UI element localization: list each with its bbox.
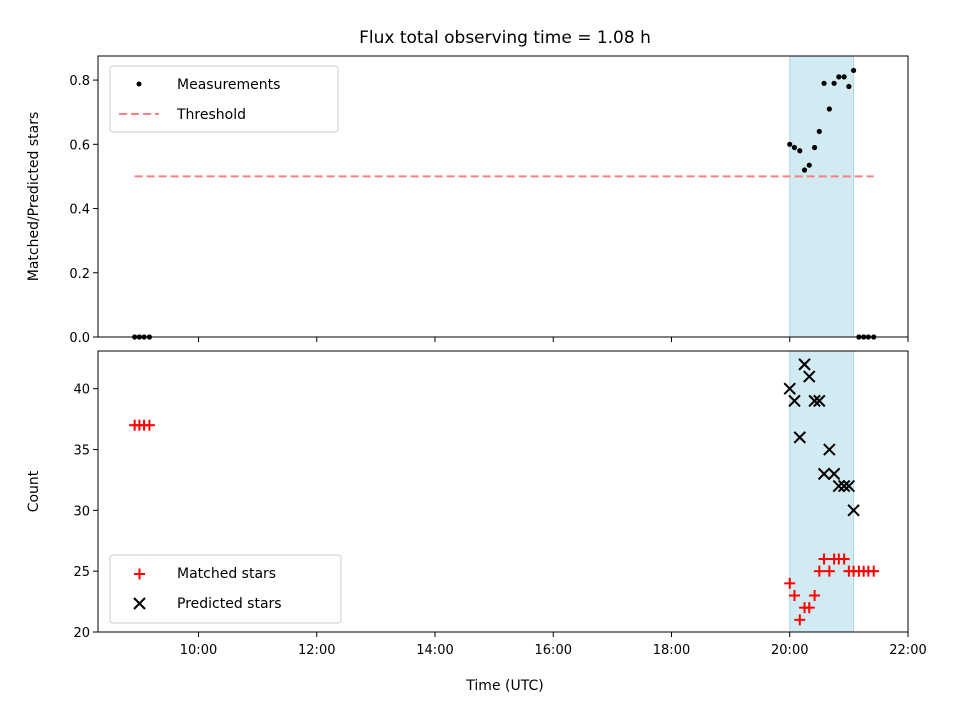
bottom-legend: Matched stars Predicted stars [109, 554, 342, 624]
matched-star-point [803, 602, 815, 614]
predicted-star-point [837, 479, 851, 493]
x-tick-label: 10:00 [180, 643, 217, 658]
predicted-star-point [832, 479, 846, 493]
predicted-star-stroke [823, 443, 836, 456]
measurement-point [821, 80, 827, 86]
predicted-star-point [788, 394, 801, 408]
matched-star-point [868, 565, 880, 577]
y-tick-label: 20 [73, 626, 90, 641]
predicted-star-stroke [803, 370, 816, 383]
y-tick-label: 0.6 [69, 138, 90, 153]
legend-label-matched: Matched stars [177, 566, 276, 582]
top-panel-frame [97, 55, 909, 338]
bottom-y-axis: 20 25 30 35 40 [73, 383, 98, 641]
legend-label-predicted: Predicted stars [177, 596, 282, 612]
x-tick-label: 14:00 [416, 643, 453, 658]
top-legend-box [109, 65, 339, 133]
y-tick-label: 0.4 [69, 203, 90, 218]
x-axis-label: Time (UTC) [465, 678, 543, 694]
predicted-star-stroke [783, 382, 796, 395]
matched-star-point [794, 614, 806, 626]
measurement-point [801, 167, 808, 173]
predicted-star-point [813, 394, 826, 408]
predicted-star-stroke [813, 394, 826, 408]
bottom-x-axis: 10:00 12:00 14:00 16:00 18:00 20:00 22:00 [180, 632, 927, 658]
x-tick-label: 12:00 [298, 643, 335, 658]
measurement-point [836, 74, 842, 80]
matched-star-point [813, 565, 825, 577]
top-x-axis [198, 337, 909, 342]
measurement-point [826, 106, 832, 112]
predicted-star-stroke [808, 394, 821, 408]
bottom-panel-frame [97, 350, 909, 633]
legend-label-measurements: Measurements [177, 77, 280, 93]
top-panel: 0.00.20.40.60.8 Matched/Predicted stars … [26, 55, 909, 346]
predicted-star-point [817, 467, 831, 481]
measurement-point [846, 83, 852, 90]
measurement-point [831, 80, 837, 86]
measurement-point [791, 144, 798, 151]
matched-star-point [809, 590, 821, 602]
matched-star-point [788, 590, 800, 602]
predicted-star-point [823, 443, 836, 456]
matched-star-point [818, 553, 830, 565]
top-y-axis: 0.0 0.2 0.4 0.6 0.8 [69, 74, 98, 346]
bottom-legend-box [109, 554, 342, 624]
x-tick-label: 20:00 [771, 643, 808, 658]
legend-marker-measurements [136, 81, 142, 87]
matched-star-point [143, 419, 155, 431]
matched-star-point [838, 553, 850, 565]
matched-star-point [823, 565, 835, 577]
measurement-point [806, 162, 812, 168]
predicted-star-point [803, 370, 816, 383]
predicted-star-point [793, 431, 807, 444]
chart-title: Flux total observing time = 1.08 h [359, 28, 651, 48]
x-tick-label: 22:00 [889, 643, 926, 658]
y-tick-label: 40 [73, 383, 90, 398]
predicted-star-stroke [788, 394, 801, 408]
bottom-panel-marks [129, 358, 880, 626]
y-tick-label: 25 [73, 565, 90, 580]
predicted-star-stroke [793, 431, 807, 444]
measurement-point [811, 144, 818, 151]
observing-window-top [789, 55, 855, 338]
measurement-point [797, 148, 803, 154]
legend-label-threshold: Threshold [176, 107, 246, 123]
y-tick-label: 35 [73, 444, 90, 459]
predicted-star-point [842, 479, 856, 493]
top-y-axis-label: Matched/Predicted stars [26, 112, 42, 282]
predicted-star-stroke [817, 467, 831, 481]
predicted-star-point [808, 394, 821, 408]
y-tick-label: 30 [73, 504, 90, 519]
predicted-star-point [847, 504, 860, 517]
y-tick-label: 0.8 [69, 74, 90, 89]
bottom-y-axis-label: Count [26, 470, 42, 512]
top-legend: Measurements Threshold [109, 65, 339, 133]
predicted-star-stroke [842, 479, 856, 493]
legend-marker-matched [134, 568, 145, 580]
x-tick-label: 16:00 [535, 643, 572, 658]
predicted-star-point [798, 358, 811, 371]
y-tick-label: 0.2 [69, 267, 90, 282]
bottom-panel: 20 25 30 35 40 10:00 12:00 14:00 16:00 18:00 20:0… [26, 350, 927, 658]
predicted-star-stroke [837, 479, 851, 493]
legend-marker-predicted [133, 597, 146, 610]
measurement-point [851, 67, 857, 74]
x-tick-label: 18:00 [653, 643, 690, 658]
measurement-point [816, 128, 822, 135]
predicted-star-stroke [847, 504, 860, 517]
predicted-star-stroke [798, 358, 811, 371]
matched-star-point [784, 577, 796, 589]
measurement-point [841, 74, 847, 80]
y-tick-label: 0.0 [69, 331, 90, 346]
predicted-star-point [827, 467, 841, 481]
predicted-star-point [783, 382, 796, 395]
observing-window-span [789, 55, 855, 338]
predicted-star-stroke [832, 479, 846, 493]
measurement-point [787, 141, 793, 147]
predicted-star-stroke [827, 467, 841, 481]
